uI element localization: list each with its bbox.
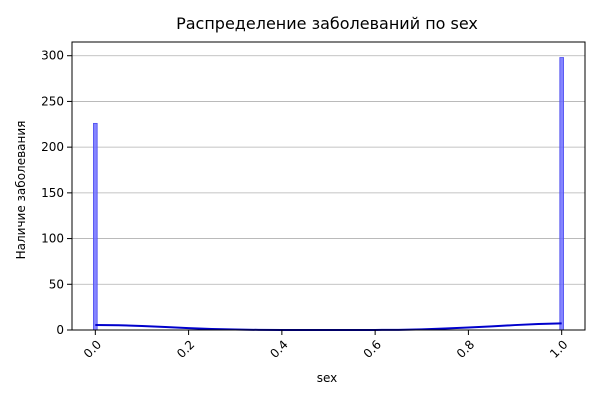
grid-lines [72, 55, 585, 331]
x-tick-label: 0.6 [361, 337, 384, 360]
y-ticks: 0 50 100 150 200 250 300 [41, 49, 72, 337]
bar [93, 122, 98, 331]
x-tick-label: 1.0 [547, 337, 570, 360]
chart-title: Распределение заболеваний по sex [176, 14, 478, 33]
y-tick-label: 150 [41, 186, 64, 200]
kde-line [95, 322, 562, 331]
x-ticks: 0.0 0.2 0.4 0.6 0.8 1.0 [81, 330, 571, 361]
y-tick-label: 100 [41, 232, 64, 246]
x-tick-label: 0.2 [174, 337, 197, 360]
x-tick-label: 0.0 [81, 337, 104, 360]
x-tick-label: 0.4 [267, 337, 290, 360]
x-axis-label: sex [317, 371, 338, 385]
y-tick-label: 250 [41, 94, 64, 108]
x-tick-label: 0.8 [454, 337, 477, 360]
y-tick-label: 200 [41, 140, 64, 154]
plot-frame [71, 41, 586, 331]
y-tick-label: 0 [56, 323, 64, 337]
y-tick-label: 50 [49, 277, 64, 291]
y-tick-label: 300 [41, 49, 64, 63]
bar [559, 57, 564, 331]
y-axis-label: Наличие заболевания [14, 121, 28, 260]
kde-line-group [95, 322, 562, 331]
bars [93, 57, 564, 331]
axes [71, 41, 586, 331]
